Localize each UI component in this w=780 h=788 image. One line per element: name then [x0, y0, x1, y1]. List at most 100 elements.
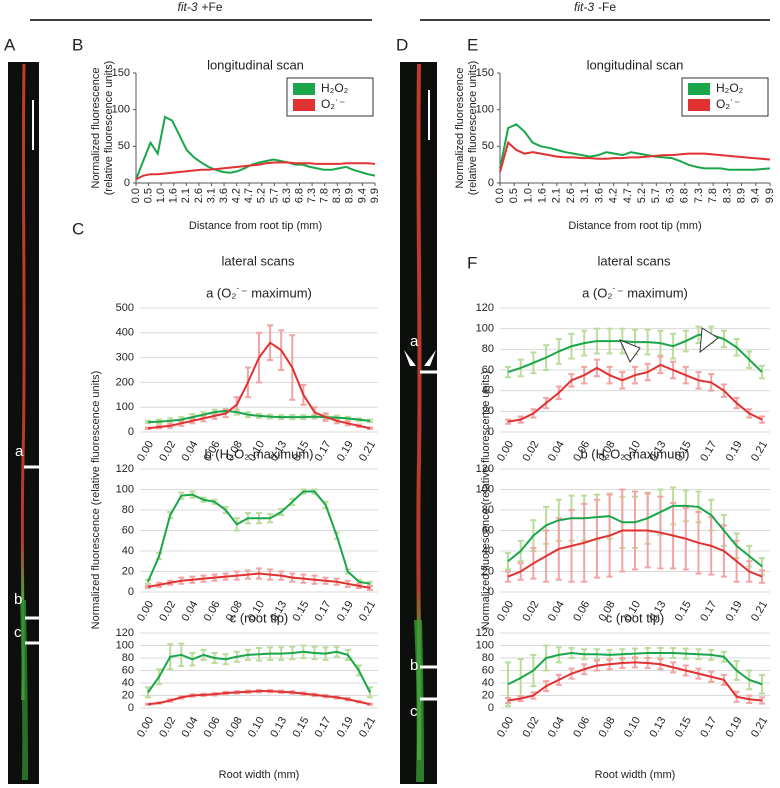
x-tick-label: 1.0	[155, 188, 167, 203]
y-tick-label: 40	[482, 385, 494, 397]
x-tick-label: 0.02	[157, 439, 178, 464]
line-series	[135, 115, 376, 180]
x-tick-label: 0.15	[290, 715, 311, 740]
x-tick-label: 0.00	[135, 715, 156, 740]
line-series	[147, 572, 371, 589]
image-label: a	[410, 333, 419, 350]
y-tick-label: 0	[488, 426, 494, 438]
x-tick-label: 2.1	[551, 188, 563, 203]
chart-title: longitudinal scan	[207, 57, 304, 72]
x-tick-label: 0.19	[335, 715, 356, 740]
x-axis-label: Distance from root tip (mm)	[568, 220, 701, 232]
x-tick-label: 0.15	[673, 715, 694, 740]
x-tick-label: 3.6	[218, 188, 230, 203]
x-tick-label: 4.2	[608, 188, 620, 203]
x-tick-label: 4.7	[622, 188, 634, 203]
y-tick-label: 120	[476, 302, 494, 314]
x-tick-label: 5.2	[636, 188, 648, 203]
chart-title: c (root tip)	[606, 610, 665, 625]
line-series	[499, 140, 771, 173]
chart-title: a (O₂˙⁻ maximum)	[206, 285, 312, 300]
x-tick-label: 0.0	[130, 188, 142, 203]
x-axis-label: Root width (mm)	[219, 769, 300, 781]
line-series	[135, 161, 376, 181]
line-series	[147, 690, 371, 706]
y-tick-label: 50	[482, 140, 494, 152]
y-tick-label: 150	[112, 67, 130, 79]
x-tick-label: 0.17	[313, 439, 334, 464]
x-tick-label: 0.17	[313, 715, 334, 740]
legend: H₂O₂ O₂˙⁻	[286, 77, 374, 117]
x-tick-label: 4.7	[243, 188, 255, 203]
x-tick-label: 0.04	[179, 439, 200, 464]
chart-title: longitudinal scan	[587, 57, 684, 72]
chart-title: b (H₂O₂ maximum)	[580, 446, 689, 461]
y-tick-label: 0	[124, 177, 130, 189]
legend-swatch	[293, 99, 315, 111]
x-tick-label: 0.04	[546, 715, 567, 740]
line-series	[147, 409, 371, 424]
x-tick-label: 5.2	[256, 188, 268, 203]
y-axis-label: Normalized fluorescence (relative fluore…	[480, 371, 492, 630]
x-tick-label: 0.5	[142, 188, 154, 203]
condition: -Fe	[598, 0, 616, 14]
x-tick-label: 0.13	[647, 715, 668, 740]
image-label: c	[410, 703, 418, 720]
condition: +Fe	[202, 0, 223, 14]
y-tick-label: 20	[482, 689, 494, 701]
x-tick-label: 8.3	[721, 188, 733, 203]
x-tick-label: 5.7	[268, 188, 280, 203]
y-tick-label: 80	[482, 343, 494, 355]
x-tick-label: 7.3	[306, 188, 318, 203]
y-tick-label: 100	[116, 483, 134, 495]
legend-label: H₂O₂	[321, 81, 349, 95]
x-tick-label: 0.21	[749, 599, 770, 624]
y-tick-label: 20	[122, 565, 134, 577]
line-series	[507, 363, 763, 423]
y-tick-label: 60	[482, 364, 494, 376]
x-tick-label: 2.6	[193, 188, 205, 203]
x-tick-label: 4.2	[231, 188, 243, 203]
x-tick-label: 0.08	[224, 715, 245, 740]
y-tick-label: 0	[128, 426, 134, 438]
y-tick-label: 120	[476, 627, 494, 639]
y-tick-label: 0	[488, 702, 494, 714]
y-tick-label: 60	[122, 664, 134, 676]
x-tick-label: 8.9	[344, 188, 356, 203]
x-tick-label: 0.21	[749, 715, 770, 740]
y-tick-label: 0	[128, 586, 134, 598]
x-tick-label: 0.19	[335, 439, 356, 464]
x-tick-label: 0.17	[698, 439, 719, 464]
x-tick-label: 0.17	[313, 599, 334, 624]
error-bar	[505, 418, 511, 425]
y-tick-label: 300	[116, 352, 134, 364]
x-tick-label: 9.4	[750, 188, 762, 203]
y-tick-label: 120	[116, 627, 134, 639]
y-axis-label: Normalized fluorescence	[90, 67, 102, 188]
image-label: a	[15, 443, 24, 460]
x-tick-label: 0.17	[698, 599, 719, 624]
x-tick-label: 0.10	[246, 715, 267, 740]
panel-label: A	[4, 35, 16, 54]
x-tick-label: 6.8	[293, 188, 305, 203]
x-tick-label: 0.04	[546, 439, 567, 464]
y-tick-label: 0	[488, 177, 494, 189]
y-tick-label: 100	[476, 639, 494, 651]
x-tick-label: 0.02	[157, 599, 178, 624]
y-tick-label: 20	[482, 565, 494, 577]
x-tick-label: 0.06	[202, 599, 223, 624]
x-tick-label: 1.6	[537, 188, 549, 203]
x-tick-label: 0.02	[520, 715, 541, 740]
x-tick-label: 6.8	[679, 188, 691, 203]
group-title: lateral scans	[598, 253, 671, 268]
image-label: c	[14, 624, 22, 641]
arrowhead	[619, 339, 641, 363]
x-tick-label: 0.02	[157, 715, 178, 740]
y-tick-label: 120	[116, 463, 134, 475]
x-tick-label: 0.19	[335, 599, 356, 624]
y-tick-label: 0	[128, 702, 134, 714]
panel-label: F	[467, 253, 477, 272]
y-tick-label: 40	[482, 545, 494, 557]
y-tick-label: 0	[488, 586, 494, 598]
y-tick-label: 120	[476, 463, 494, 475]
